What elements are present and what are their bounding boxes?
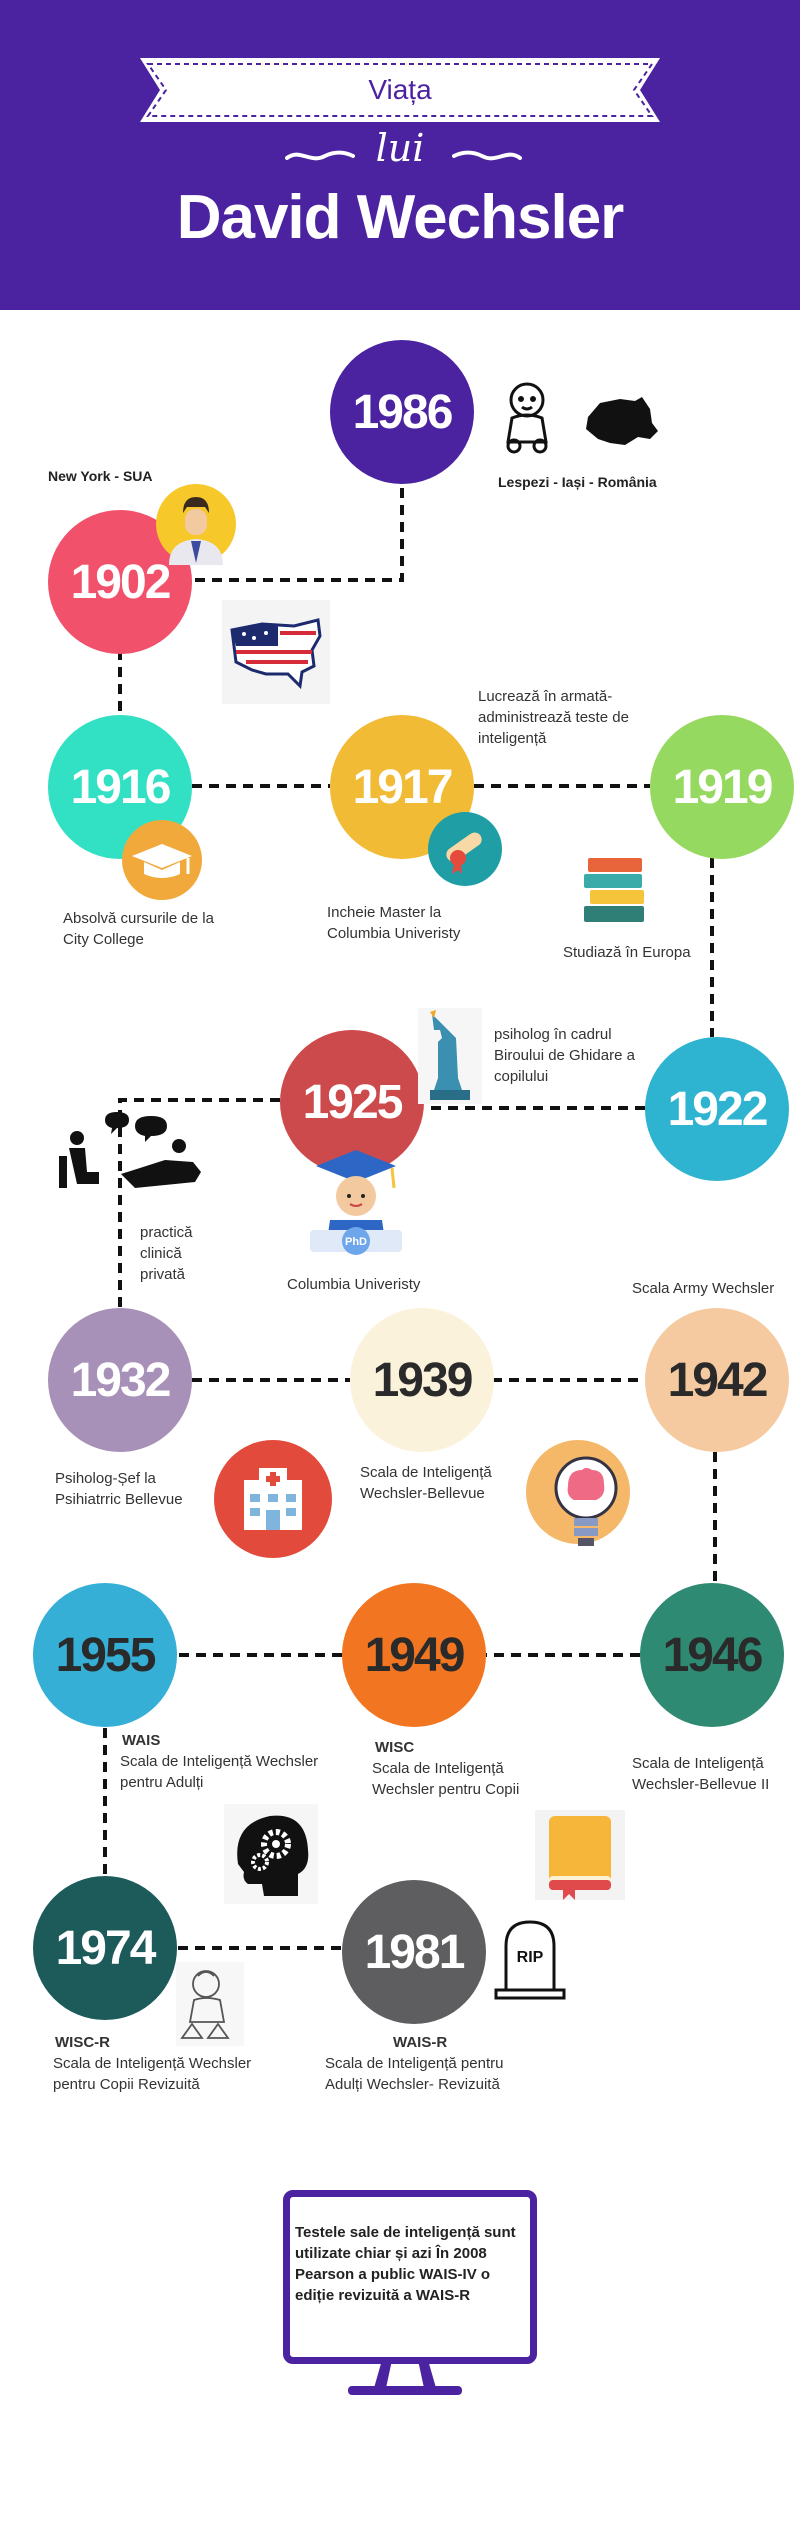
book-icon — [535, 1810, 625, 1900]
phd-label: Columbia Univeristy — [287, 1276, 421, 1293]
wais-desc: Scala de Inteligență Wechsler pentru Adu… — [120, 1753, 319, 1791]
flourish-right-icon — [452, 150, 522, 161]
psiholog-label: psiholog în cadrul Biroului de Ghidare a… — [494, 1026, 635, 1085]
monitor-text: Testele sale de inteligență sunt utiliza… — [295, 2224, 516, 2304]
therapy-icon — [59, 1112, 201, 1188]
year-1919: 1919 — [650, 715, 794, 859]
flourish-left-icon — [285, 150, 355, 161]
birthplace-label: Lespezi - Iași - România — [498, 474, 657, 490]
monitor-icon — [283, 2190, 537, 2364]
diploma-icon — [428, 812, 502, 886]
rip-text: RIP — [517, 1949, 544, 1966]
year-1986: 1986 — [330, 340, 474, 484]
wb2-label: Scala de Inteligență Wechsler-Bellevue I… — [632, 1755, 770, 1793]
year-1925: 1925 — [280, 1030, 424, 1174]
statue-of-liberty-icon — [418, 1008, 482, 1104]
city-college-label: Absolvă cursurile de la City College — [63, 910, 214, 948]
brain-bulb-icon — [526, 1440, 630, 1546]
europe-label: Studiază în Europa — [563, 944, 691, 961]
year-1939: 1939 — [350, 1308, 494, 1452]
title-line-1: Viața — [368, 74, 432, 105]
year-1946: 1946 — [640, 1583, 784, 1727]
child-icon — [176, 1962, 244, 2046]
monitor-stand-icon — [348, 2360, 462, 2395]
master-label: Incheie Master la Columbia Univeristy — [327, 904, 461, 942]
romania-map-icon — [586, 397, 658, 445]
wais-title: WAIS — [122, 1732, 161, 1749]
practica-label: practică clinică privată — [140, 1224, 193, 1283]
books-icon — [584, 858, 644, 922]
header — [0, 0, 800, 310]
year-1932: 1932 — [48, 1308, 192, 1452]
year-1955: 1955 — [33, 1583, 177, 1727]
wisc-desc: Scala de Inteligență Wechsler pentru Cop… — [372, 1760, 520, 1798]
bellevue-chief-label: Psiholog-Șef la Psihiatrric Bellevue — [55, 1470, 183, 1508]
wiscr-desc: Scala de Inteligență Wechsler pentru Cop… — [53, 2055, 252, 2093]
tombstone-icon: RIP — [494, 1920, 566, 2000]
year-1981: 1981 — [342, 1880, 486, 2024]
title-line-3: David Wechsler — [176, 183, 625, 252]
graduation-cap-icon — [122, 820, 202, 900]
waisr-desc: Scala de Inteligență pentru Adulți Wechs… — [325, 2055, 504, 2093]
phd-badge-text: PhD — [345, 1236, 367, 1248]
year-1942: 1942 — [645, 1308, 789, 1452]
wisc-title: WISC — [375, 1739, 415, 1756]
army-scale-label: Scala Army Wechsler — [632, 1280, 775, 1297]
year-1916: 1916 — [48, 715, 192, 859]
newyork-label: New York - SUA — [48, 468, 153, 484]
phd-student-icon: PhD — [310, 1150, 402, 1255]
title-ribbon — [140, 58, 660, 122]
usa-map-icon — [222, 600, 330, 704]
hospital-icon — [214, 1440, 332, 1558]
year-1949: 1949 — [342, 1583, 486, 1727]
year-1922: 1922 — [645, 1037, 789, 1181]
title-line-2: lui — [375, 126, 425, 170]
waisr-title: WAIS-R — [393, 2034, 448, 2051]
gears-head-icon — [224, 1804, 318, 1904]
army-label: Lucrează în armată-administrează teste d… — [478, 688, 629, 747]
year-1974: 1974 — [33, 1876, 177, 2020]
baby-icon — [506, 382, 548, 454]
businessman-icon — [156, 484, 236, 565]
wiscr-title: WISC-R — [55, 2034, 110, 2051]
wb-scale-label: Scala de Inteligență Wechsler-Bellevue — [360, 1464, 492, 1502]
